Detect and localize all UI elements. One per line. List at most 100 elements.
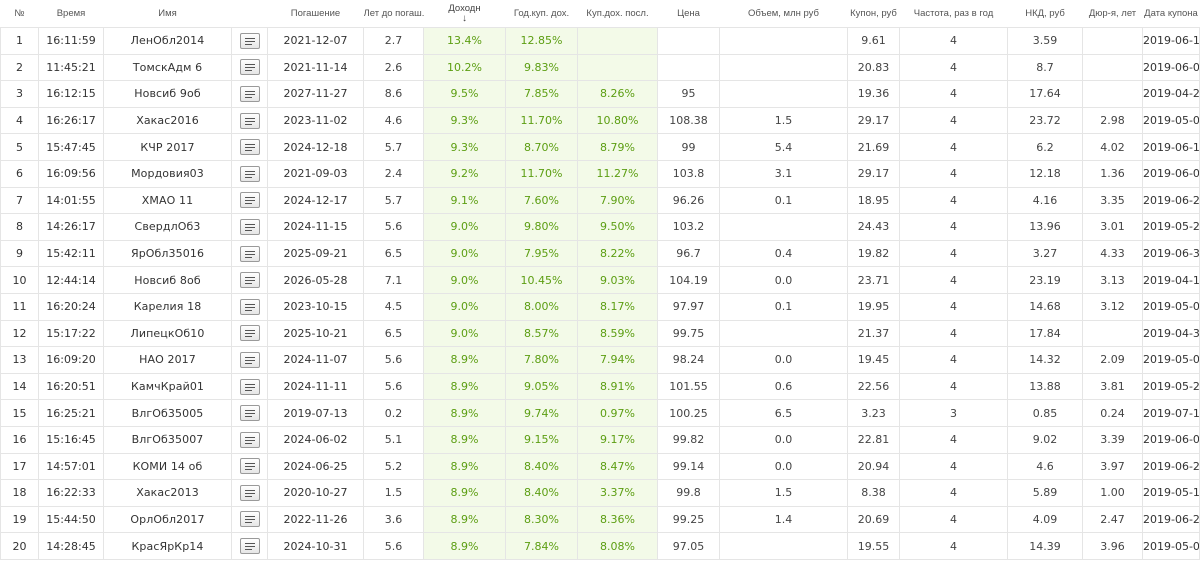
header-maturity[interactable]: Погашение <box>267 0 364 28</box>
table-row[interactable]: 9 15:42:11 ЯрОбл35016 2025-09-21 6.5 9.0% 7.95… <box>0 239 1200 268</box>
document-lines-icon[interactable] <box>239 218 260 235</box>
header-coupon-yield[interactable]: Год.куп. дох. <box>505 0 578 28</box>
cell-coupon: 19.55 <box>847 532 900 560</box>
document-lines-icon[interactable] <box>239 484 260 501</box>
cell-name[interactable]: ОрлОбл2017 <box>103 505 232 534</box>
document-lines-icon[interactable] <box>239 85 260 102</box>
header-frequency[interactable]: Частота, раз в год <box>899 0 1008 28</box>
cell-name[interactable]: ЛипецкОб10 <box>103 319 232 348</box>
document-lines-icon[interactable] <box>239 32 260 49</box>
cell-action <box>231 213 268 241</box>
header-name[interactable]: Имя <box>103 0 232 28</box>
table-row[interactable]: 20 14:28:45 КрасЯрКр14 2024-10-31 5.6 8.9% 7.8… <box>0 532 1200 560</box>
cell-num: 2 <box>0 53 39 82</box>
document-lines-icon[interactable] <box>239 245 260 262</box>
cell-name[interactable]: СвердлОб3 <box>103 213 232 241</box>
table-row[interactable]: 6 16:09:56 Мордовия03 2021-09-03 2.4 9.2% 11.7… <box>0 159 1200 188</box>
document-lines-icon[interactable] <box>239 458 260 475</box>
table-row[interactable]: 18 16:22:33 Хакас2013 2020-10-27 1.5 8.9% 8.40… <box>0 479 1200 507</box>
cell-name[interactable]: Новсиб 8об <box>103 266 232 294</box>
cell-coupon-yield: 8.00% <box>505 292 578 321</box>
cell-name[interactable]: ЛенОбл2014 <box>103 27 232 55</box>
table-row[interactable]: 19 15:44:50 ОрлОбл2017 2022-11-26 3.6 8.9% 8.3… <box>0 505 1200 534</box>
cell-volume: 0.1 <box>719 292 848 321</box>
table-row[interactable]: 15 16:25:21 ВлгОб35005 2019-07-13 0.2 8.9% 9.7… <box>0 399 1200 427</box>
cell-name[interactable]: КЧР 2017 <box>103 133 232 161</box>
cell-name[interactable]: ЯрОбл35016 <box>103 239 232 268</box>
cell-duration: 1.36 <box>1082 159 1143 188</box>
document-lines-icon[interactable] <box>239 165 260 182</box>
table-row[interactable]: 17 14:57:01 КОМИ 14 об 2024-06-25 5.2 8.9% 8.4… <box>0 452 1200 481</box>
cell-nkd: 23.72 <box>1007 106 1083 135</box>
cell-name[interactable]: Хакас2016 <box>103 106 232 135</box>
cell-years: 2.7 <box>363 27 424 55</box>
document-lines-icon[interactable] <box>239 538 260 555</box>
cell-volume: 1.5 <box>719 479 848 507</box>
cell-coupon-yield: 8.40% <box>505 479 578 507</box>
cell-last-coupon-yield: 8.26% <box>577 80 658 108</box>
table-row[interactable]: 1 16:11:59 ЛенОбл2014 2021-12-07 2.7 13.4% 12.… <box>0 27 1200 55</box>
header-last-coupon-yield[interactable]: Куп.дох. посл. <box>577 0 658 28</box>
cell-price: 99 <box>657 133 720 161</box>
document-lines-icon[interactable] <box>239 405 260 422</box>
cell-freq: 4 <box>899 505 1008 534</box>
document-lines-icon[interactable] <box>239 378 260 395</box>
table-row[interactable]: 11 16:20:24 Карелия 18 2023-10-15 4.5 9.0% 8.0… <box>0 292 1200 321</box>
document-lines-icon[interactable] <box>239 431 260 448</box>
cell-years: 5.6 <box>363 372 424 401</box>
table-row[interactable]: 3 16:12:15 Новсиб 9об 2027-11-27 8.6 9.5% 7.85… <box>0 80 1200 108</box>
cell-name[interactable]: КрасЯрКр14 <box>103 532 232 560</box>
cell-freq: 4 <box>899 425 1008 454</box>
cell-coupon-date: 2019-04-17 <box>1142 266 1200 294</box>
cell-freq: 3 <box>899 399 1008 427</box>
document-lines-icon[interactable] <box>239 272 260 289</box>
document-lines-icon[interactable] <box>239 511 260 528</box>
cell-last-coupon-yield: 8.47% <box>577 452 658 481</box>
table-row[interactable]: 5 15:47:45 КЧР 2017 2024-12-18 5.7 9.3% 8.70% 8… <box>0 133 1200 161</box>
table-row[interactable]: 2 11:45:21 ТомскАдм 6 2021-11-14 2.6 10.2% 9.8… <box>0 53 1200 82</box>
cell-price <box>657 27 720 55</box>
cell-name[interactable]: Хакас2013 <box>103 479 232 507</box>
cell-coupon-date: 2019-06-07 <box>1142 53 1200 82</box>
header-num[interactable]: № <box>0 0 39 28</box>
cell-coupon-yield: 12.85% <box>505 27 578 55</box>
cell-name[interactable]: Карелия 18 <box>103 292 232 321</box>
cell-name[interactable]: КамчКрай01 <box>103 372 232 401</box>
document-lines-icon[interactable] <box>239 139 260 156</box>
cell-name[interactable]: НАО 2017 <box>103 346 232 374</box>
header-nkd[interactable]: НКД, руб <box>1007 0 1083 28</box>
table-row[interactable]: 16 15:16:45 ВлгОб35007 2024-06-02 5.1 8.9% 9.1… <box>0 425 1200 454</box>
cell-name[interactable]: ВлгОб35005 <box>103 399 232 427</box>
cell-name[interactable]: ХМАО 11 <box>103 186 232 215</box>
header-label: Частота, раз в год <box>913 8 994 19</box>
header-yield[interactable]: Доходн ↓ <box>423 0 506 28</box>
cell-maturity: 2021-12-07 <box>267 27 364 55</box>
document-lines-icon[interactable] <box>239 298 260 315</box>
document-lines-icon[interactable] <box>239 192 260 209</box>
cell-duration: 3.81 <box>1082 372 1143 401</box>
cell-name[interactable]: Новсиб 9об <box>103 80 232 108</box>
header-price[interactable]: Цена <box>657 0 720 28</box>
header-coupon[interactable]: Купон, руб <box>847 0 900 28</box>
document-lines-icon[interactable] <box>239 325 260 342</box>
cell-name[interactable]: Мордовия03 <box>103 159 232 188</box>
cell-name[interactable]: ТомскАдм 6 <box>103 53 232 82</box>
table-row[interactable]: 7 14:01:55 ХМАО 11 2024-12-17 5.7 9.1% 7.60% 7.… <box>0 186 1200 215</box>
cell-price: 96.7 <box>657 239 720 268</box>
header-time[interactable]: Время <box>38 0 104 28</box>
table-row[interactable]: 8 14:26:17 СвердлОб3 2024-11-15 5.6 9.0% 9.80%… <box>0 213 1200 241</box>
document-lines-icon[interactable] <box>239 351 260 368</box>
header-years[interactable]: Лет до погаш. <box>363 0 424 28</box>
document-lines-icon[interactable] <box>239 59 260 76</box>
table-row[interactable]: 12 15:17:22 ЛипецкОб10 2025-10-21 6.5 9.0% 8.5… <box>0 319 1200 348</box>
cell-name[interactable]: ВлгОб35007 <box>103 425 232 454</box>
table-row[interactable]: 10 12:44:14 Новсиб 8об 2026-05-28 7.1 9.0% 10.… <box>0 266 1200 294</box>
header-coupon-date[interactable]: Дата купона <box>1142 0 1200 28</box>
header-duration[interactable]: Дюр-я, лет <box>1082 0 1143 28</box>
document-lines-icon[interactable] <box>239 112 260 129</box>
table-row[interactable]: 13 16:09:20 НАО 2017 2024-11-07 5.6 8.9% 7.80%… <box>0 346 1200 374</box>
cell-name[interactable]: КОМИ 14 об <box>103 452 232 481</box>
header-volume[interactable]: Объем, млн руб <box>719 0 848 28</box>
table-row[interactable]: 14 16:20:51 КамчКрай01 2024-11-11 5.6 8.9% 9.0… <box>0 372 1200 401</box>
table-row[interactable]: 4 16:26:17 Хакас2016 2023-11-02 4.6 9.3% 11.70… <box>0 106 1200 135</box>
